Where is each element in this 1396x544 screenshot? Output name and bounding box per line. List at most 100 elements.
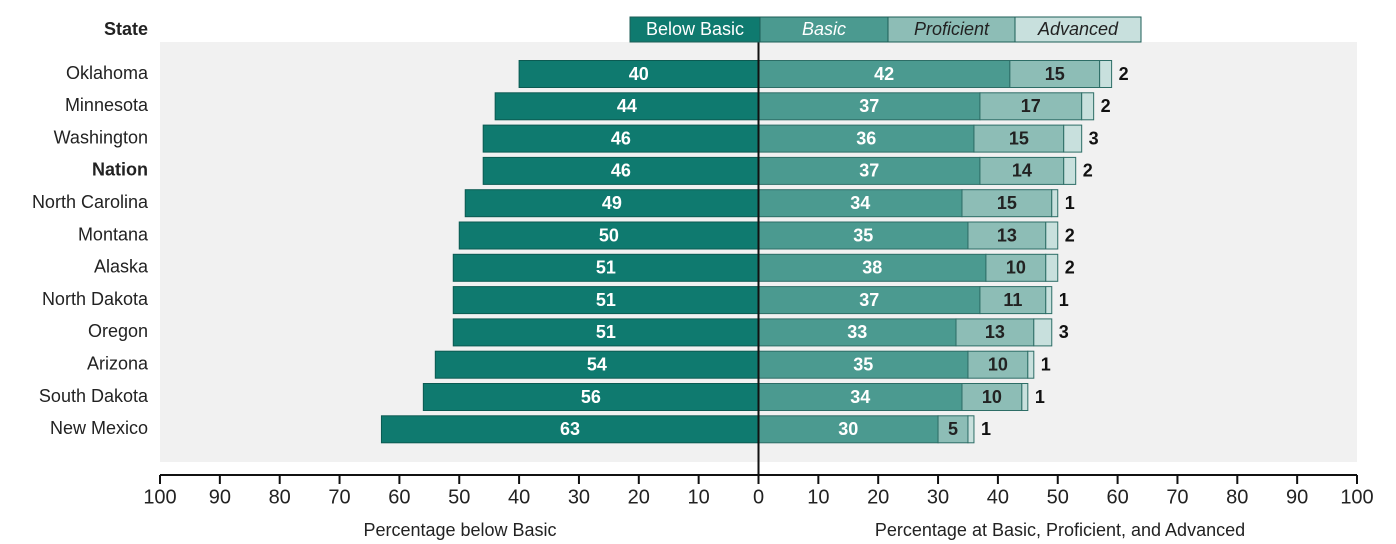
x-tick-label: 30	[927, 486, 949, 508]
legend-swatch	[1014, 16, 1142, 43]
legend-label: Basic	[802, 19, 846, 39]
x-tick-label: 90	[209, 486, 231, 508]
value-label: 33	[847, 322, 867, 342]
bar-segment	[1051, 189, 1059, 218]
x-tick-label: 40	[508, 486, 530, 508]
bar-segment	[1045, 286, 1053, 315]
value-label: 15	[997, 193, 1017, 213]
bar-below-basic	[482, 124, 759, 153]
bar-segment	[1045, 221, 1059, 250]
value-label: 1	[981, 419, 991, 439]
bar-segment	[967, 350, 1029, 379]
value-label: 37	[859, 161, 879, 181]
value-label: 30	[838, 419, 858, 439]
legend-label: Advanced	[1037, 19, 1119, 39]
category-label: New Mexico	[50, 418, 148, 438]
bar-segment	[1045, 253, 1059, 282]
value-label: 46	[611, 161, 631, 181]
value-label: 51	[596, 322, 616, 342]
category-label: North Carolina	[32, 192, 149, 212]
value-label: 34	[850, 193, 870, 213]
value-label: 1	[1059, 290, 1069, 310]
bar-segment	[979, 156, 1065, 185]
value-label: 37	[859, 290, 879, 310]
bar-below-basic	[482, 156, 759, 185]
category-label: Arizona	[87, 353, 149, 373]
value-label: 35	[853, 354, 873, 374]
bar-below-basic	[464, 189, 759, 218]
bar-below-basic	[494, 92, 759, 121]
bar-segment	[985, 253, 1047, 282]
legend-swatch	[629, 16, 761, 43]
bar-segment	[1027, 350, 1035, 379]
value-label: 1	[1035, 387, 1045, 407]
bar-segment	[979, 286, 1047, 315]
category-label: Montana	[78, 224, 149, 244]
x-tick-label: 100	[143, 486, 176, 508]
value-label: 3	[1059, 322, 1069, 342]
value-label: 38	[862, 258, 882, 278]
bar-segment	[758, 189, 963, 218]
bar-segment	[979, 92, 1083, 121]
value-label: 51	[596, 290, 616, 310]
value-label: 36	[856, 128, 876, 148]
bar-segment	[758, 124, 975, 153]
value-label: 15	[1009, 128, 1029, 148]
x-tick-label: 20	[628, 486, 650, 508]
x-axis-label-left: Percentage below Basic	[363, 520, 556, 540]
x-tick-label: 60	[1106, 486, 1128, 508]
bar-segment	[961, 383, 1023, 411]
category-label: North Dakota	[42, 289, 149, 309]
x-tick-label: 30	[568, 486, 590, 508]
legend-label: Proficient	[914, 19, 990, 39]
value-label: 46	[611, 128, 631, 148]
value-label: 2	[1065, 225, 1075, 245]
x-tick-label: 0	[753, 486, 764, 508]
value-label: 34	[850, 387, 870, 407]
bar-segment	[1009, 60, 1101, 88]
category-label: Oregon	[88, 321, 148, 341]
legend-swatch	[887, 16, 1016, 43]
bar-segment	[955, 318, 1035, 347]
value-label: 54	[587, 354, 607, 374]
x-tick-label: 50	[448, 486, 470, 508]
bar-segment	[1063, 156, 1077, 185]
bar-below-basic	[452, 253, 759, 282]
value-label: 40	[629, 64, 649, 84]
category-label: Washington	[54, 127, 148, 147]
value-label: 3	[1089, 128, 1099, 148]
bar-below-basic	[380, 415, 759, 444]
x-tick-label: 70	[328, 486, 350, 508]
value-label: 42	[874, 64, 894, 84]
category-label: South Dakota	[39, 386, 149, 406]
value-label: 2	[1119, 64, 1129, 84]
value-label: 63	[560, 419, 580, 439]
x-tick-label: 40	[987, 486, 1009, 508]
value-label: 13	[997, 225, 1017, 245]
bar-segment	[758, 318, 957, 347]
value-label: 51	[596, 258, 616, 278]
value-label: 10	[988, 354, 1008, 374]
legend-label: Below Basic	[646, 19, 744, 39]
value-label: 14	[1012, 161, 1032, 181]
bar-segment	[758, 221, 969, 250]
value-label: 44	[617, 96, 637, 116]
x-tick-label: 80	[1226, 486, 1248, 508]
value-label: 49	[602, 193, 622, 213]
x-tick-label: 60	[388, 486, 410, 508]
value-label: 35	[853, 225, 873, 245]
bar-below-basic	[434, 350, 759, 379]
bar-below-basic	[518, 60, 759, 88]
x-tick-label: 10	[807, 486, 829, 508]
bar-segment	[961, 189, 1053, 218]
x-tick-label: 80	[269, 486, 291, 508]
bar-segment	[758, 383, 963, 411]
bar-segment	[1099, 60, 1113, 88]
value-label: 2	[1101, 96, 1111, 116]
x-tick-label: 70	[1166, 486, 1188, 508]
bar-segment	[758, 156, 981, 185]
bar-segment	[1033, 318, 1053, 347]
x-tick-label: 90	[1286, 486, 1308, 508]
value-label: 50	[599, 225, 619, 245]
